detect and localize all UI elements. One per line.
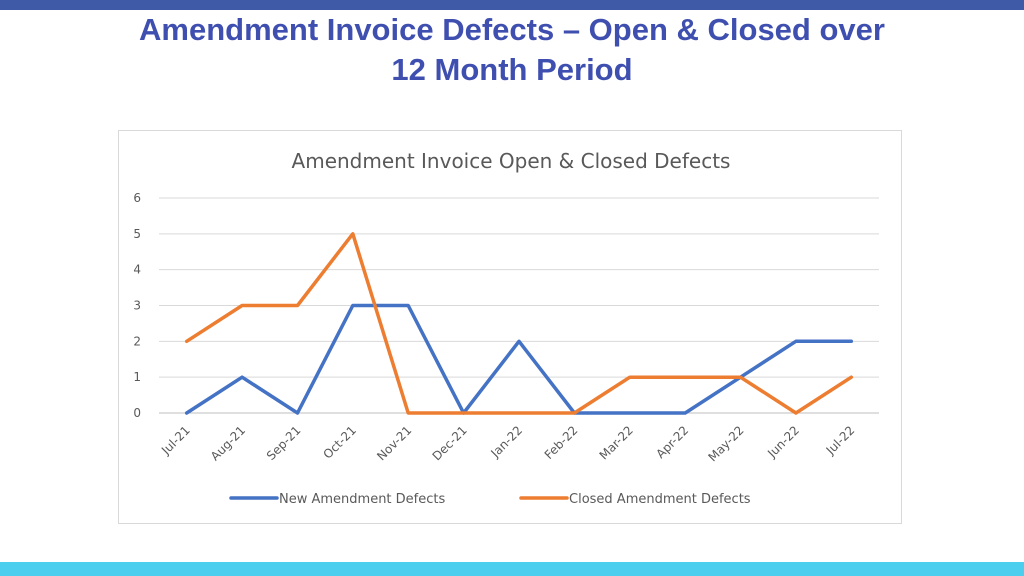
y-tick-label: 0 xyxy=(133,406,141,420)
x-tick-label: Jan-22 xyxy=(488,423,526,461)
legend-label: Closed Amendment Defects xyxy=(569,492,751,507)
x-tick-label: Aug-21 xyxy=(208,423,248,463)
chart-title: Amendment Invoice Open & Closed Defects xyxy=(292,149,731,173)
slide-title: Amendment Invoice Defects – Open & Close… xyxy=(40,10,984,90)
x-tick-label: Dec-21 xyxy=(430,423,470,463)
x-tick-label: Apr-22 xyxy=(653,423,691,461)
y-tick-label: 2 xyxy=(133,334,141,348)
series-line-closed xyxy=(184,232,854,415)
x-tick-label: May-22 xyxy=(706,423,747,464)
slide-title-line-2: 12 Month Period xyxy=(391,52,633,87)
x-tick-label: Sep-21 xyxy=(264,423,304,463)
line-chart: Amendment Invoice Open & Closed Defects … xyxy=(133,149,879,507)
x-tick-label: Oct-21 xyxy=(321,423,359,461)
y-tick-label: 4 xyxy=(133,263,141,277)
legend: New Amendment Defects Closed Amendment De… xyxy=(229,492,751,507)
x-tick-label: Jul-21 xyxy=(158,423,193,458)
series-lines xyxy=(184,232,854,415)
y-axis-ticks: 0 1 2 3 4 5 6 xyxy=(133,191,141,420)
y-tick-label: 5 xyxy=(133,227,141,241)
slide-title-line-1: Amendment Invoice Defects – Open & Close… xyxy=(139,12,885,47)
top-accent-bar xyxy=(0,0,1024,10)
series-line-new xyxy=(184,303,854,415)
x-tick-label: Mar-22 xyxy=(597,423,636,462)
bottom-accent-bar xyxy=(0,562,1024,576)
x-tick-label: Feb-22 xyxy=(542,423,581,462)
x-tick-label: Jul-22 xyxy=(823,423,858,458)
chart-container: Amendment Invoice Open & Closed Defects … xyxy=(118,130,902,524)
y-tick-label: 6 xyxy=(133,191,141,205)
y-tick-label: 1 xyxy=(133,370,141,384)
x-tick-label: Jun-22 xyxy=(764,423,802,461)
legend-label: New Amendment Defects xyxy=(279,492,445,507)
y-tick-label: 3 xyxy=(133,299,141,313)
x-tick-label: Nov-21 xyxy=(374,423,414,463)
x-axis-ticks: Jul-21 Aug-21 Sep-21 Oct-21 Nov-21 Dec-21 Jan-… xyxy=(158,423,857,464)
